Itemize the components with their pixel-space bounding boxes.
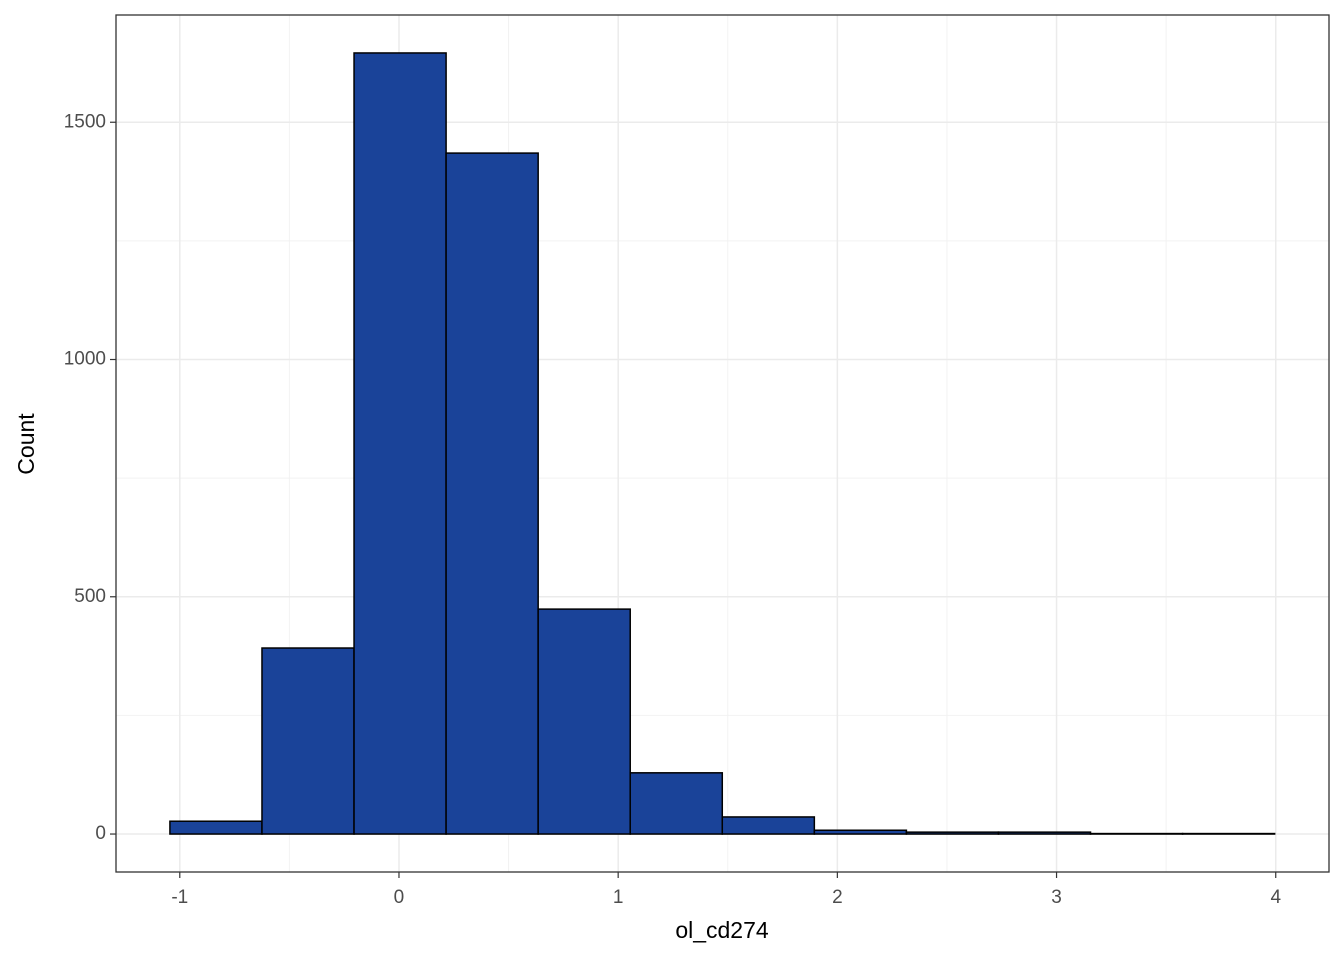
histogram-bar (721, 816, 816, 835)
x-tick-label: 3 (1051, 887, 1062, 908)
histogram-bar (537, 608, 631, 835)
y-tick-label: 1000 (64, 349, 106, 370)
x-axis-title: ol_cd274 (675, 917, 769, 943)
histogram-bar (629, 772, 724, 835)
y-axis-title: Count (13, 413, 39, 475)
histogram-bar (997, 831, 1092, 835)
histogram-bar (353, 52, 447, 835)
histogram-bar (445, 152, 539, 835)
histogram-bar (261, 647, 355, 835)
y-tick-label: 1500 (64, 111, 106, 132)
y-tick-label: 500 (74, 586, 106, 607)
x-tick-label: 2 (832, 887, 843, 908)
plot-border (115, 14, 1330, 873)
x-tick-label: 1 (613, 887, 624, 908)
histogram-bar (169, 820, 263, 835)
x-tick-label: -1 (171, 887, 188, 908)
histogram-bar (905, 831, 1000, 835)
y-tick-label: 0 (95, 823, 106, 844)
x-tick-label: 4 (1270, 887, 1281, 908)
x-tick-label: 0 (394, 887, 405, 908)
histogram-bar (813, 829, 908, 835)
